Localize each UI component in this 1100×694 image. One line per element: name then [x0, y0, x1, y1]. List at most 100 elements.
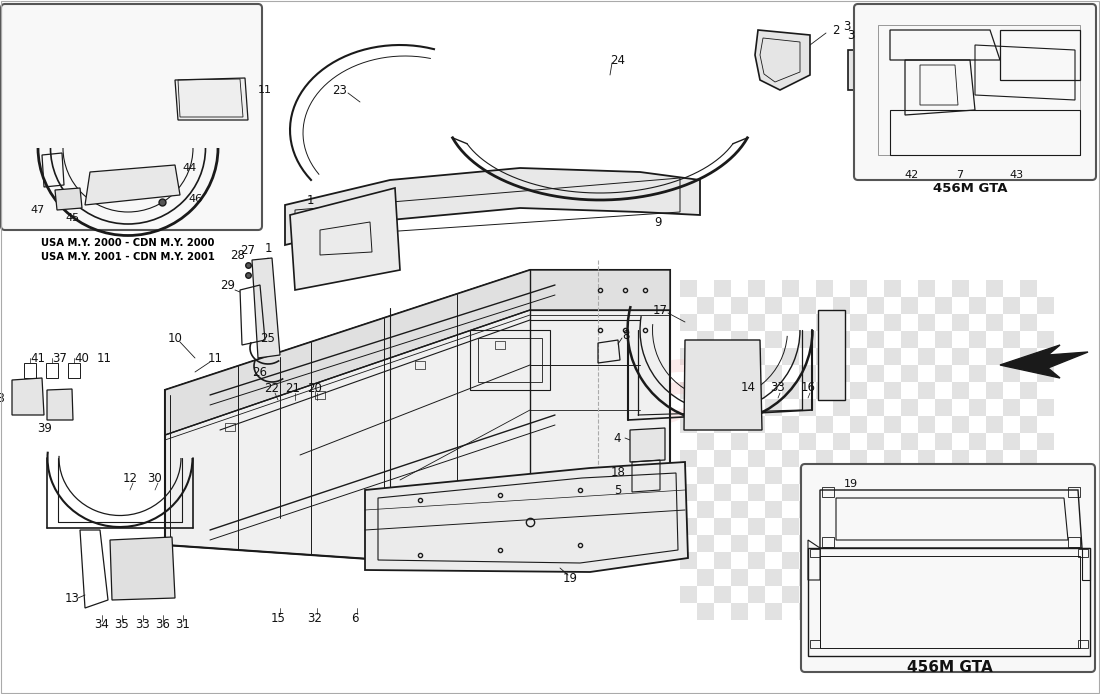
Text: 34: 34 — [95, 618, 109, 632]
Polygon shape — [110, 537, 175, 600]
Bar — [748, 450, 764, 467]
Bar — [918, 552, 935, 569]
Bar — [714, 552, 732, 569]
Bar — [833, 535, 850, 552]
Polygon shape — [1000, 345, 1088, 378]
Bar — [850, 552, 867, 569]
Bar — [732, 365, 748, 382]
Bar — [697, 399, 714, 416]
Bar — [833, 603, 850, 620]
Bar — [680, 416, 697, 433]
Bar — [697, 433, 714, 450]
Bar — [1037, 365, 1054, 382]
Bar — [833, 501, 850, 518]
Text: 14: 14 — [740, 380, 756, 393]
Bar — [833, 331, 850, 348]
Bar — [935, 331, 952, 348]
Bar — [1003, 399, 1020, 416]
Bar — [850, 450, 867, 467]
Text: 29: 29 — [220, 278, 235, 291]
Text: 10: 10 — [167, 332, 183, 344]
Bar — [901, 535, 918, 552]
Text: 5: 5 — [614, 484, 622, 496]
Bar — [884, 586, 901, 603]
Bar — [952, 484, 969, 501]
Bar — [969, 535, 986, 552]
Bar — [1003, 467, 1020, 484]
Text: 45: 45 — [65, 213, 79, 223]
Bar — [816, 314, 833, 331]
Text: 40: 40 — [75, 351, 89, 364]
Bar — [952, 552, 969, 569]
Bar — [969, 399, 986, 416]
Bar — [952, 416, 969, 433]
Bar — [1037, 603, 1054, 620]
Text: USA M.Y. 2001 - CDN M.Y. 2001: USA M.Y. 2001 - CDN M.Y. 2001 — [41, 252, 214, 262]
Bar — [952, 280, 969, 297]
Bar — [1020, 552, 1037, 569]
Bar — [680, 450, 697, 467]
Bar — [748, 280, 764, 297]
Bar — [884, 518, 901, 535]
Text: 33: 33 — [771, 380, 785, 393]
Bar — [764, 331, 782, 348]
Bar — [816, 450, 833, 467]
Bar — [884, 450, 901, 467]
Text: 19: 19 — [844, 479, 858, 489]
Text: 31: 31 — [176, 618, 190, 632]
Bar — [1003, 603, 1020, 620]
Bar — [986, 586, 1003, 603]
Bar — [732, 569, 748, 586]
Bar — [918, 416, 935, 433]
Bar — [697, 603, 714, 620]
Bar — [884, 314, 901, 331]
Text: 11: 11 — [97, 351, 111, 364]
Bar — [833, 365, 850, 382]
Bar — [697, 501, 714, 518]
Bar — [850, 484, 867, 501]
Text: 32: 32 — [308, 611, 322, 625]
Bar — [969, 603, 986, 620]
Bar — [901, 399, 918, 416]
Bar — [867, 467, 884, 484]
Bar — [935, 433, 952, 450]
Bar — [680, 552, 697, 569]
Bar — [714, 382, 732, 399]
Bar — [1020, 348, 1037, 365]
Bar — [884, 484, 901, 501]
Bar — [969, 569, 986, 586]
Bar — [901, 331, 918, 348]
Bar — [952, 314, 969, 331]
Text: 13: 13 — [65, 591, 79, 604]
Bar — [782, 518, 799, 535]
Bar — [782, 280, 799, 297]
Bar — [867, 569, 884, 586]
Bar — [799, 433, 816, 450]
Bar — [495, 341, 505, 349]
Text: 3: 3 — [848, 28, 855, 42]
Bar — [732, 535, 748, 552]
Bar — [986, 416, 1003, 433]
Bar — [952, 586, 969, 603]
Bar — [952, 450, 969, 467]
Bar — [952, 518, 969, 535]
Bar — [816, 348, 833, 365]
Bar — [1020, 586, 1037, 603]
Bar — [764, 535, 782, 552]
Bar — [799, 297, 816, 314]
Bar — [748, 416, 764, 433]
Bar — [816, 280, 833, 297]
Bar — [697, 331, 714, 348]
Text: 15: 15 — [271, 611, 285, 625]
Bar — [799, 399, 816, 416]
Bar — [1003, 535, 1020, 552]
Polygon shape — [165, 270, 670, 435]
Bar — [816, 518, 833, 535]
Text: 38: 38 — [0, 391, 6, 405]
Bar — [315, 391, 324, 399]
Bar — [833, 569, 850, 586]
Bar — [952, 348, 969, 365]
Bar — [822, 487, 834, 497]
Bar — [470, 330, 550, 390]
Polygon shape — [684, 340, 762, 430]
